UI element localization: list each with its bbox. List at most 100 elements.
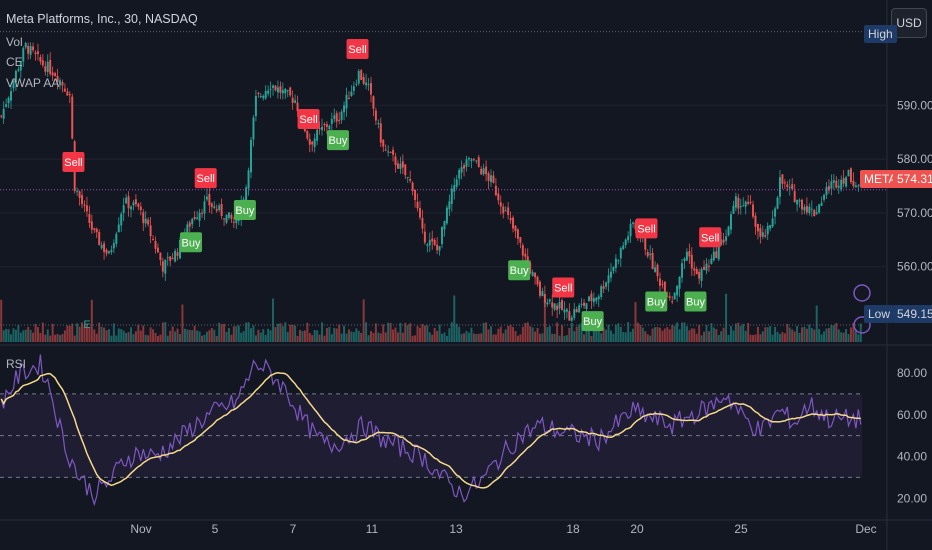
volume-bar <box>543 300 546 342</box>
volume-bar <box>396 332 399 342</box>
last-price-label: 574.31 <box>893 170 932 188</box>
indicator-vol[interactable]: Vol <box>6 35 23 49</box>
volume-bar <box>565 335 568 342</box>
volume-bar <box>76 323 79 342</box>
candle-body <box>127 196 130 209</box>
volume-bar <box>744 330 747 342</box>
candle-body <box>308 139 311 145</box>
volume-bar <box>272 298 275 342</box>
candle-body <box>223 218 226 220</box>
candle-body <box>370 83 372 95</box>
buy-signal: Buy <box>180 232 203 253</box>
volume-bar <box>379 333 382 342</box>
candle-body <box>705 263 708 271</box>
candle-body <box>546 302 549 305</box>
volume-bar <box>467 332 470 342</box>
volume-bar <box>208 330 211 342</box>
candle-body <box>443 221 446 230</box>
volume-bar <box>710 323 713 342</box>
indicator-rsi[interactable]: RSI <box>6 357 27 371</box>
volume-bar <box>832 325 835 342</box>
candle-body <box>607 275 610 284</box>
candle-body <box>472 158 475 160</box>
volume-bar <box>580 322 583 342</box>
volume-bar <box>663 328 666 342</box>
volume-bar <box>752 335 755 342</box>
candle-body <box>720 239 723 246</box>
lightning-icon <box>853 316 871 334</box>
volume-bar <box>823 331 826 342</box>
volume-bar <box>465 330 468 342</box>
volume-bar <box>852 322 855 342</box>
volume-bar <box>759 334 762 342</box>
candle-body <box>492 175 495 183</box>
candle-body <box>575 309 578 313</box>
candle-body <box>521 245 524 256</box>
candle-body <box>357 70 360 84</box>
candle-body <box>406 176 409 178</box>
candle-body <box>66 91 69 96</box>
candle-body <box>732 205 735 214</box>
volume-bar <box>254 335 257 342</box>
volume-bar <box>17 325 20 342</box>
candle-body <box>330 118 333 124</box>
candle-body <box>220 204 223 216</box>
volume-bar <box>730 325 732 342</box>
candle-body <box>394 156 397 165</box>
candle-body <box>85 205 88 212</box>
volume-bar <box>590 335 593 342</box>
volume-bar <box>301 331 304 342</box>
candle-body <box>477 157 480 167</box>
rsi-tick-label: 20.00 <box>897 491 927 505</box>
candle-body <box>561 300 563 310</box>
volume-bar <box>22 330 25 342</box>
candle-body <box>759 228 762 237</box>
candle-body <box>485 166 488 175</box>
volume-bar <box>448 328 451 342</box>
volume-bar <box>646 334 649 342</box>
candle-body <box>847 169 850 177</box>
volume-bar <box>436 330 439 342</box>
currency-button[interactable]: USD <box>891 8 927 38</box>
volume-bar <box>536 327 539 342</box>
candle-body <box>563 309 566 313</box>
volume-bar <box>399 322 402 342</box>
volume-bar <box>335 328 338 342</box>
candle-body <box>470 159 473 162</box>
volume-bar <box>583 334 586 342</box>
volume-bar <box>803 326 806 342</box>
volume-bar <box>587 322 590 342</box>
indicator-vwap[interactable]: VWAP AA <box>6 76 60 90</box>
candle-body <box>524 253 527 257</box>
volume-bar <box>796 326 799 342</box>
volume-bar <box>676 322 679 342</box>
indicator-ce[interactable]: CE <box>6 55 23 69</box>
volume-bar <box>629 331 632 342</box>
candle-body <box>39 57 42 62</box>
volume-bar <box>311 335 314 342</box>
candle-body <box>458 170 461 179</box>
volume-bar <box>622 332 625 342</box>
candle-body <box>450 188 453 204</box>
candles <box>0 41 862 323</box>
candle-body <box>352 86 355 91</box>
sell-signal: Sell <box>346 39 369 60</box>
candle-body <box>396 163 399 169</box>
volume-bar <box>460 334 463 342</box>
volume-bar <box>734 323 737 342</box>
volume-bar <box>793 331 796 342</box>
candle-body <box>286 90 289 92</box>
candle-body <box>423 231 426 243</box>
volume-bar <box>406 325 409 342</box>
signal-label: Buy <box>583 316 602 328</box>
volume-bar <box>112 323 115 342</box>
candle-body <box>232 221 235 223</box>
candle-body <box>796 199 799 205</box>
volume-bar <box>514 331 517 342</box>
volume-bar <box>837 329 840 342</box>
candle-body <box>399 163 402 169</box>
volume-bar <box>690 328 693 342</box>
candle-body <box>827 186 830 191</box>
volume-bar <box>749 334 752 342</box>
